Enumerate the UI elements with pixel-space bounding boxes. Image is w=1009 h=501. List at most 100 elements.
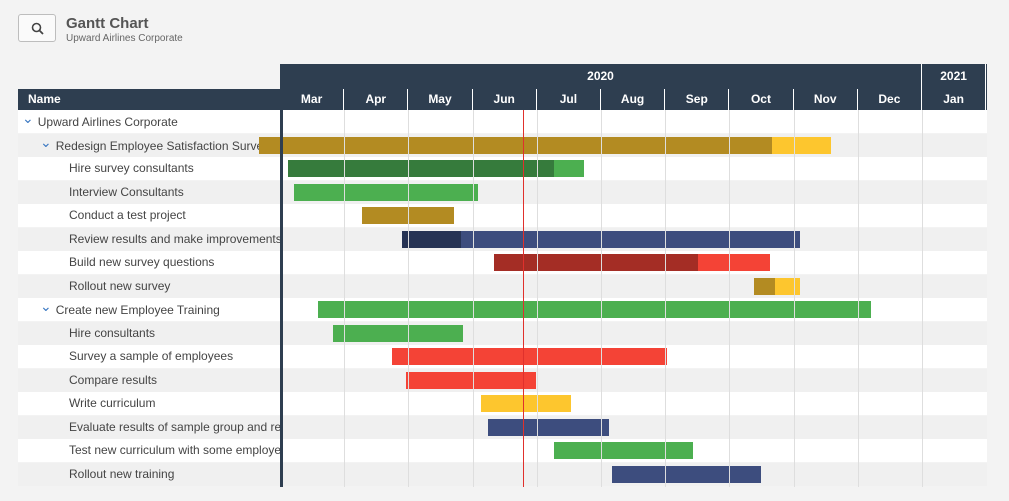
task-label: Hire survey consultants xyxy=(69,161,194,175)
task-bar[interactable] xyxy=(293,183,478,201)
task-row[interactable]: ⌄ Redesign Employee Satisfaction Survey xyxy=(18,133,987,157)
gantt-chart: Name ⌄ Upward Airlines Corporate ⌄ Redesign… xyxy=(18,64,987,487)
month-gridline xyxy=(857,110,859,487)
month-gridline xyxy=(922,110,923,487)
task-label: Rollout new training xyxy=(69,466,175,481)
month-cell: Jun xyxy=(473,89,537,110)
task-row[interactable]: Test new curriculum with some employees xyxy=(18,439,987,462)
task-bar[interactable] xyxy=(333,324,463,342)
task-label: Upward Airlines Corporate xyxy=(37,115,178,129)
task-name: Hire survey consultants xyxy=(18,157,280,180)
task-name: Interview Consultants xyxy=(18,181,280,204)
task-row[interactable]: Compare results xyxy=(18,368,987,392)
task-row[interactable]: Review results and make improvements xyxy=(18,227,987,251)
month-cell: Apr xyxy=(344,89,409,110)
task-name: Survey a sample of employees xyxy=(18,345,280,368)
task-bar[interactable] xyxy=(288,160,554,177)
task-row[interactable]: Conduct a test project xyxy=(18,204,987,227)
month-gridline xyxy=(344,110,346,487)
task-bar[interactable] xyxy=(493,254,699,271)
task-label: Write curriculum xyxy=(69,396,156,410)
month-cell: Jul xyxy=(537,89,601,110)
task-row[interactable]: Evaluate results of sample group and re-… xyxy=(18,415,987,439)
month-cell: Jan xyxy=(922,89,987,110)
task-label: Test new curriculum with some employees xyxy=(69,443,280,457)
task-bar[interactable] xyxy=(487,418,610,436)
month-cell: Oct xyxy=(729,89,794,110)
task-bar[interactable] xyxy=(392,348,667,365)
task-name: Review results and make improvements xyxy=(18,228,280,251)
chevron-down-icon[interactable]: ⌄ xyxy=(40,133,52,150)
task-label: Evaluate results of sample group and re-… xyxy=(69,419,280,434)
task-row[interactable]: Interview Consultants xyxy=(18,180,987,204)
today-marker xyxy=(522,110,525,487)
task-name: ⌄ Upward Airlines Corporate xyxy=(18,110,280,133)
task-bar[interactable] xyxy=(480,395,571,412)
month-gridline xyxy=(793,110,795,487)
page-subtitle: Upward Airlines Corporate xyxy=(66,33,183,44)
year-cell: 2020 xyxy=(280,64,922,89)
name-column-header[interactable]: Name xyxy=(18,89,280,110)
task-bar[interactable] xyxy=(611,465,761,483)
task-row[interactable]: Survey a sample of employees xyxy=(18,345,987,368)
task-bar[interactable] xyxy=(361,207,454,224)
task-label: Rollout new survey xyxy=(69,278,171,293)
task-name: Conduct a test project xyxy=(18,204,280,227)
month-cell: Sep xyxy=(665,89,730,110)
task-name: Build new survey questions xyxy=(18,251,280,274)
name-column-spacer xyxy=(18,64,280,89)
month-cell: Aug xyxy=(601,89,666,110)
month-gridline xyxy=(601,110,602,487)
task-name: Evaluate results of sample group and re-… xyxy=(18,416,280,439)
task-name: Write curriculum xyxy=(18,392,280,415)
task-bar[interactable] xyxy=(772,136,831,154)
chevron-down-icon[interactable]: ⌄ xyxy=(40,298,52,314)
task-name: Rollout new survey xyxy=(18,275,280,298)
month-cell: May xyxy=(408,89,473,110)
month-cell: Mar xyxy=(280,89,345,110)
task-row[interactable]: Build new survey questions xyxy=(18,251,987,274)
year-header: 2020 2021 xyxy=(280,64,987,89)
task-name: Test new curriculum with some employees xyxy=(18,439,280,462)
month-gridline xyxy=(472,110,474,487)
month-gridline xyxy=(536,110,538,487)
task-row[interactable]: ⌄ Create new Employee Training xyxy=(18,298,987,321)
task-name: ⌄ Create new Employee Training xyxy=(18,298,280,321)
task-name: ⌄ Redesign Employee Satisfaction Survey xyxy=(18,134,280,157)
task-name: Compare results xyxy=(18,369,280,392)
task-label: Hire consultants xyxy=(69,325,156,340)
task-row[interactable]: Hire survey consultants xyxy=(18,157,987,180)
chevron-down-icon[interactable]: ⌄ xyxy=(22,110,34,126)
column-divider[interactable] xyxy=(280,64,283,487)
month-cell: Dec xyxy=(858,89,922,110)
task-bar[interactable] xyxy=(402,230,462,248)
task-bar[interactable] xyxy=(698,254,770,271)
task-bar[interactable] xyxy=(258,136,773,154)
task-label: Compare results xyxy=(69,372,158,387)
task-bar[interactable] xyxy=(461,230,801,248)
task-name: Hire consultants xyxy=(18,322,280,345)
task-label: Conduct a test project xyxy=(69,208,186,222)
task-label: Build new survey questions xyxy=(69,255,215,269)
task-row[interactable]: Rollout new training xyxy=(18,462,987,486)
task-bar[interactable] xyxy=(406,371,536,389)
task-label: Review results and make improvements xyxy=(69,231,280,246)
task-row[interactable]: Rollout new survey xyxy=(18,274,987,298)
month-gridline xyxy=(729,110,731,487)
month-gridline xyxy=(408,110,410,487)
timeline: 2020 2021 Mar Apr May Jun Jul Aug Sep Oct Nov Dec J… xyxy=(280,64,987,487)
page-title: Gantt Chart xyxy=(66,15,149,32)
task-label: Survey a sample of employees xyxy=(69,349,234,363)
task-bar[interactable] xyxy=(553,160,585,177)
search-button[interactable] xyxy=(18,14,56,42)
task-label: Redesign Employee Satisfaction Survey xyxy=(55,138,270,153)
task-name: Rollout new training xyxy=(18,463,280,486)
month-header: Mar Apr May Jun Jul Aug Sep Oct Nov Dec Jan xyxy=(280,89,987,110)
task-row[interactable]: Write curriculum xyxy=(18,392,987,415)
task-bar[interactable] xyxy=(754,277,776,295)
task-row[interactable]: Hire consultants xyxy=(18,321,987,345)
month-cell: Nov xyxy=(794,89,858,110)
task-bar[interactable] xyxy=(553,442,694,459)
task-row[interactable]: ⌄ Upward Airlines Corporate xyxy=(18,110,987,133)
task-bar[interactable] xyxy=(318,301,872,318)
